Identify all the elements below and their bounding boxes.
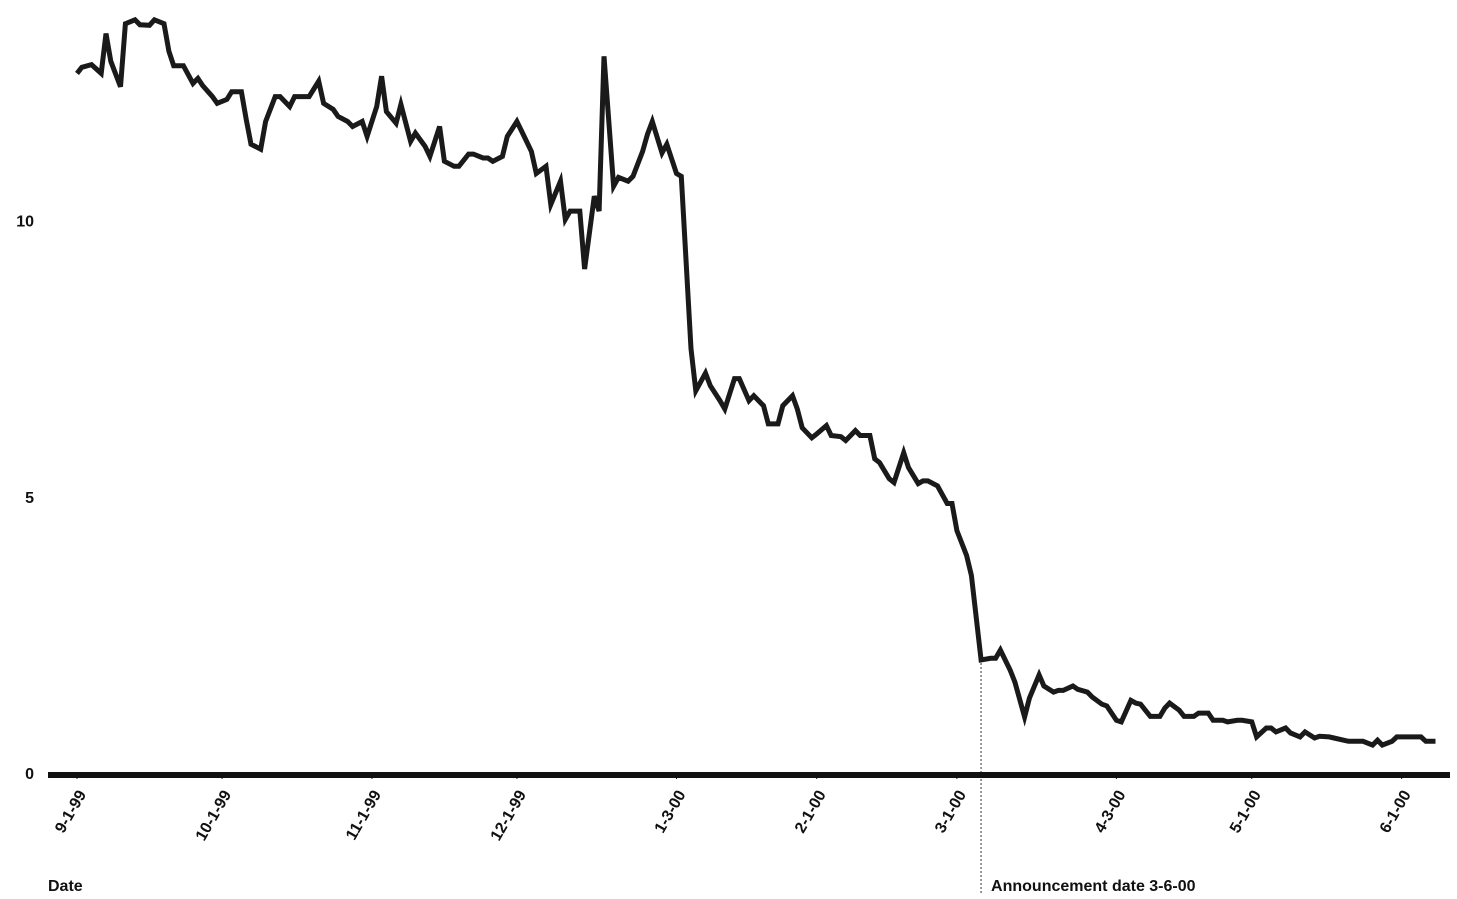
- x-tick-label: 11-1-99: [343, 788, 385, 844]
- x-tick-label: 9-1-99: [52, 788, 90, 837]
- price-line: [75, 16, 1436, 749]
- announcement-label: Announcement date 3-6-00: [991, 878, 1196, 895]
- x-tick-label: 4-3-00: [1092, 788, 1130, 837]
- y-tick-label: 5: [25, 490, 34, 507]
- x-tick-label: 10-1-99: [193, 788, 235, 844]
- x-tick-label: 12-1-99: [488, 788, 530, 844]
- x-axis-label: Date: [48, 878, 83, 895]
- x-tick-label: 3-1-00: [932, 788, 970, 837]
- x-tick-label: 1-3-00: [652, 788, 690, 837]
- x-tick-label: 5-1-00: [1227, 788, 1265, 837]
- y-tick-label: 0: [25, 766, 34, 783]
- x-tick-label: 2-1-00: [792, 788, 830, 837]
- y-tick-label: 10: [16, 213, 34, 230]
- x-tick-label: 6-1-00: [1377, 788, 1415, 837]
